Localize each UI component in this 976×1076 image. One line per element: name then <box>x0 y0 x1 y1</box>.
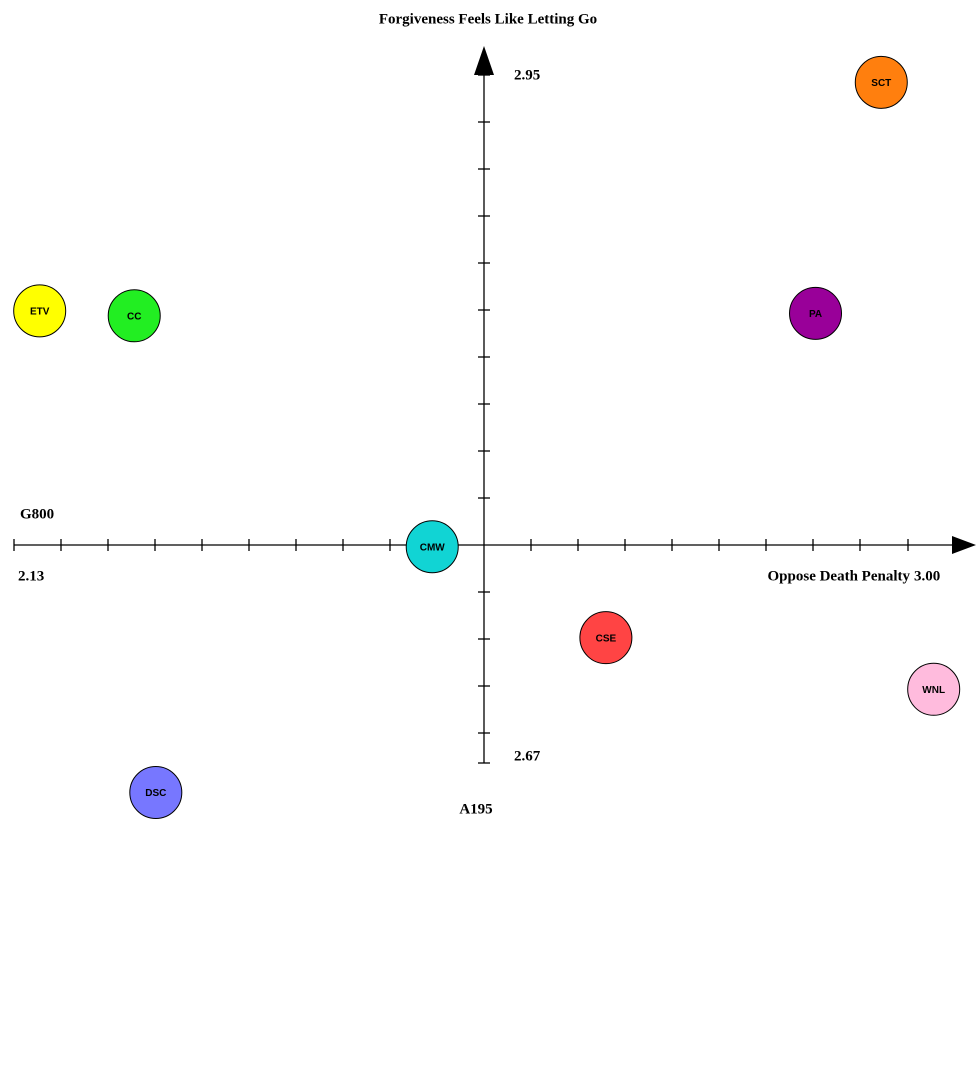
x-axis-negative-label: G800 <box>20 506 54 522</box>
y-axis-arrow <box>474 46 494 75</box>
point <box>789 286 843 340</box>
point-label: SCT <box>871 78 891 89</box>
point <box>907 662 961 716</box>
y-tick-label: 2.95 <box>514 67 540 83</box>
x-tick-label: 3.00 <box>914 568 940 584</box>
x-axis-title: Oppose Death Penalty <box>768 568 911 584</box>
point <box>107 289 161 343</box>
y-axis-negative-label: A195 <box>459 801 492 817</box>
x-tick-label: 2.13 <box>18 568 44 584</box>
point-label: CC <box>127 311 141 322</box>
y-tick-label: 2.67 <box>514 748 541 764</box>
point-label: WNL <box>922 685 945 696</box>
point <box>579 611 633 665</box>
point-label: ETV <box>30 307 50 318</box>
point-label: DSC <box>145 788 166 799</box>
point <box>405 520 459 574</box>
point <box>13 284 67 338</box>
point-label: CMW <box>420 542 446 553</box>
point-label: PA <box>809 309 822 320</box>
point <box>854 55 908 109</box>
point-label: CSE <box>596 633 617 644</box>
y-axis-title: Forgiveness Feels Like Letting Go <box>379 11 597 27</box>
point <box>129 765 183 819</box>
x-axis-arrow <box>952 536 976 554</box>
